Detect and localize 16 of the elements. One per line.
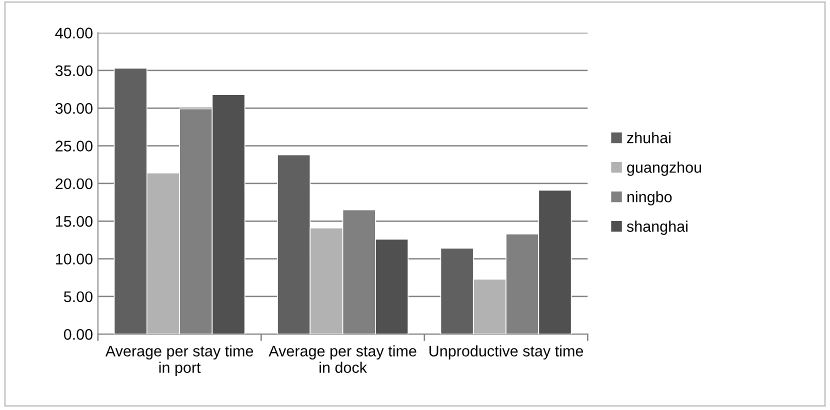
y-tick-label: 35.00: [55, 65, 92, 76]
y-tick-label: 25.00: [56, 140, 92, 152]
x-tick-label: Average per stay time in dock: [268, 345, 416, 373]
legend-label: shanghai: [626, 220, 688, 235]
y-tick-label: 5.00: [64, 291, 92, 302]
y-tick-label: 0.00: [64, 329, 92, 340]
x-tick-label: Unproductive stay time: [430, 345, 584, 360]
legend-label: guangzhou: [627, 162, 702, 176]
legend-label: zhuhai: [627, 132, 670, 144]
x-tick-label: Average per stay time in port: [105, 345, 254, 376]
y-tick-label: 10.00: [56, 254, 92, 264]
y-tick-label: 30.00: [55, 103, 92, 114]
y-tick-label: 40.00: [55, 28, 92, 38]
y-tick-label: 20.00: [56, 178, 92, 190]
legend-label: ningbo: [627, 191, 672, 206]
y-tick-label: 15.00: [56, 216, 92, 227]
